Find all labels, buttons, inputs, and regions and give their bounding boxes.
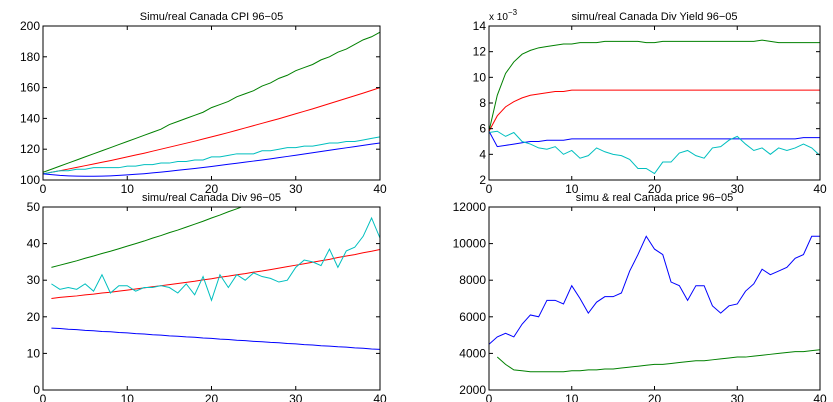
axes-background xyxy=(489,26,820,180)
y-tick-label: 10000 xyxy=(453,237,487,251)
series-line xyxy=(43,31,380,173)
panel: Simu/real Canada CPI 96−05 0 10 20 30 40 100 12… xyxy=(20,11,387,196)
y-tick-label: 200 xyxy=(20,19,40,33)
panel: simu/real Canada Div 96−05 0 10 20 30 40 0 10 20… xyxy=(27,192,387,402)
y-tick-label: 100 xyxy=(20,173,40,187)
series-line xyxy=(51,207,243,268)
x-tick-label: 0 xyxy=(40,392,47,402)
x-tick-label: 30 xyxy=(731,182,745,196)
y-tick-label: 50 xyxy=(27,200,41,214)
y-tick-label: 2000 xyxy=(459,383,486,397)
y-tick-label: 6000 xyxy=(459,310,486,324)
y-tick-label: 12 xyxy=(473,45,487,59)
plot-area xyxy=(489,235,820,373)
y-tick-label: 8 xyxy=(479,96,486,110)
x-tick-label: 20 xyxy=(648,182,662,196)
y-tick-label: 160 xyxy=(20,81,40,95)
series-line xyxy=(43,136,380,175)
x-tick-label: 20 xyxy=(205,182,219,196)
series-line xyxy=(43,87,380,175)
y-tick-label: 12000 xyxy=(453,200,487,214)
series-line xyxy=(489,235,820,345)
y-tick-label: 140 xyxy=(20,111,40,125)
x-tick-label: 20 xyxy=(205,392,219,402)
panel: simu & real Canada price 96−05 0 10 20 30 40 2… xyxy=(453,192,827,402)
x-tick-label: 30 xyxy=(731,392,745,402)
y-tick-label: 4 xyxy=(479,147,486,161)
panel-title: Simu/real Canada CPI 96−05 xyxy=(140,11,283,23)
x-tick-label: 40 xyxy=(373,392,387,402)
series-line xyxy=(51,216,380,302)
panel-title: simu & real Canada price 96−05 xyxy=(576,192,733,204)
y-tick-label: 30 xyxy=(27,273,41,287)
panel-title: simu/real Canada Div Yield 96−05 xyxy=(571,11,737,23)
axes-background xyxy=(489,207,820,390)
axes-background xyxy=(43,207,380,390)
x-tick-label: 0 xyxy=(486,182,493,196)
series-line xyxy=(496,349,820,373)
plot-area xyxy=(51,207,380,350)
x-tick-label: 10 xyxy=(121,182,135,196)
y-tick-label: 6 xyxy=(479,122,486,136)
y-tick-label: 180 xyxy=(20,50,40,64)
y-tick-label: 4000 xyxy=(459,346,486,360)
axes-background xyxy=(43,26,380,180)
plot-area xyxy=(43,31,380,177)
y-tick-label: 10 xyxy=(27,346,41,360)
series-line xyxy=(489,89,820,132)
series-line xyxy=(51,248,380,299)
series-line xyxy=(489,130,820,175)
x-tick-label: 20 xyxy=(648,392,662,402)
y-tick-label: 40 xyxy=(27,237,41,251)
x-tick-label: 40 xyxy=(813,182,827,196)
x-tick-label: 40 xyxy=(813,392,827,402)
x-tick-label: 0 xyxy=(486,392,493,402)
series-line xyxy=(489,39,820,132)
panel-title: simu/real Canada Div 96−05 xyxy=(142,192,281,204)
series-line xyxy=(51,327,380,350)
series-line xyxy=(43,142,380,177)
y-tick-label: 120 xyxy=(20,142,40,156)
x-tick-label: 10 xyxy=(565,182,579,196)
plot-area xyxy=(489,39,820,175)
y-tick-label: 0 xyxy=(33,383,40,397)
x-tick-label: 30 xyxy=(289,182,303,196)
y-tick-label: 10 xyxy=(473,70,487,84)
y-multiplier-base: x 10 xyxy=(489,12,508,23)
y-tick-label: 20 xyxy=(27,310,41,324)
y-tick-label: 8000 xyxy=(459,273,486,287)
y-multiplier: x 10−3 xyxy=(489,8,518,23)
series-line xyxy=(489,130,820,148)
x-tick-label: 0 xyxy=(40,182,47,196)
y-tick-label: 14 xyxy=(473,19,487,33)
y-tick-label: 2 xyxy=(479,173,486,187)
y-multiplier-exponent: −3 xyxy=(508,8,518,17)
panel: simu/real Canada Div Yield 96−05 x 10−3 0 1… xyxy=(473,8,827,196)
x-tick-label: 10 xyxy=(565,392,579,402)
x-tick-label: 40 xyxy=(373,182,387,196)
x-tick-label: 10 xyxy=(121,392,135,402)
x-tick-label: 30 xyxy=(289,392,303,402)
